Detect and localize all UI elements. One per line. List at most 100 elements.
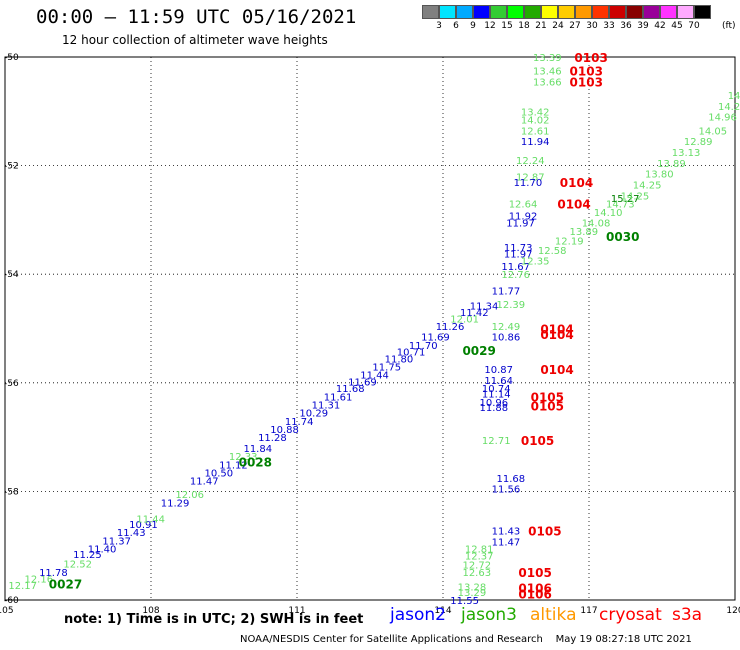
swh-value-label: 11.44 [360,371,389,382]
swh-value-label: 14.27 [718,102,740,113]
swh-value-label: 11.77 [492,286,521,297]
map-subtitle: 12 hour collection of altimeter wave hei… [62,33,328,47]
swh-value-label: 14.73 [606,200,635,211]
colorbar-label: 39 [637,21,649,31]
swh-value-label: 12.64 [509,200,538,211]
pass-label: 0104 [540,363,573,377]
swh-value-label: 11.34 [470,302,499,313]
swh-value-label: 11.29 [161,498,190,509]
swh-value-label: 11.78 [39,568,68,579]
swh-value-label: 12.35 [521,257,550,268]
swh-value-label: 10.96 [480,398,509,409]
swh-value-label: 14.02 [521,115,550,126]
legend-s3a: s3a [672,605,703,625]
pass-label: 0106 [518,582,551,596]
swh-value-label: 11.61 [324,392,353,403]
swh-value-label: 11.31 [312,401,341,412]
colorbar-swatch [439,5,456,19]
swh-value-label: 11.67 [501,262,530,273]
colorbar-swatch [422,5,439,19]
colorbar-label: 3 [436,21,442,31]
colorbar-label: 9 [470,21,476,31]
x-tick-label: 114 [434,606,451,616]
colorbar-swatch [609,5,626,19]
swh-value-label: 12.81 [465,544,494,555]
swh-value-label: 11.69 [348,378,377,389]
swh-value-label: 11.47 [190,477,219,488]
x-tick-label: 108 [142,606,159,616]
pass-label: 0104 [540,328,573,342]
footer-credit: NOAA/NESDIS Center for Satellite Applica… [240,634,692,645]
colorbar-label: 33 [603,21,615,31]
swh-value-label: 11.84 [243,444,272,455]
swh-value-label: 12.24 [516,156,545,167]
swh-value-label: 12.49 [492,322,521,333]
pass-label: 0106 [518,587,551,601]
pass-label: 0029 [462,344,495,358]
colorbar-swatch [694,5,711,19]
map-frame [4,56,736,601]
colorbar-swatch [524,5,541,19]
colorbar-swatch [541,5,558,19]
swh-value-label: 10.86 [492,333,521,344]
swh-value-label: 11.25 [73,550,102,561]
colorbar [422,5,711,19]
colorbar-swatch [575,5,592,19]
swh-value-label: 11.74 [285,417,314,428]
colorbar-label: 18 [518,21,530,31]
swh-value-label: 12.52 [63,560,92,571]
x-tick-label: 117 [580,606,597,616]
swh-value-label: 12.63 [462,568,491,579]
y-tick-label: -56 [4,379,19,389]
pass-label: 0028 [239,456,272,470]
pass-label: 0105 [521,434,554,448]
swh-value-label: 12.58 [538,246,567,257]
swh-value-label: 10.71 [397,347,426,358]
swh-value-label: 14.25 [633,181,662,192]
pass-label: 0103 [574,51,607,65]
colorbar-label: 27 [569,21,581,31]
swh-value-label: 14.96 [708,113,737,124]
swh-value-label: 11.68 [336,384,365,395]
swh-value-label: 12.17 [8,581,37,592]
swh-value-label: 10.91 [129,520,158,531]
pass-label: 0103 [570,65,603,79]
swh-value-label: 12.39 [497,300,526,311]
swh-value-label: 11.70 [409,341,438,352]
swh-value-label: 14.08 [582,219,611,230]
swh-value-label: 13.89 [570,227,599,238]
legend-jason2: jason2 [390,605,446,625]
colorbar-swatch [456,5,473,19]
colorbar-label: 24 [552,21,564,31]
swh-value-label: 11.68 [497,474,526,485]
swh-value-label: 11.75 [372,363,401,374]
swh-value-label: 11.28 [258,433,287,444]
swh-value-label: 14.10 [594,208,623,219]
pass-label: 0104 [540,323,573,337]
x-tick-label: 105 [0,606,14,616]
colorbar-label: 15 [501,21,513,31]
swh-value-label: 11.37 [102,536,131,547]
y-tick-label: -52 [4,162,19,172]
swh-value-label: 13.89 [657,159,686,170]
swh-value-label: 11.73 [504,243,533,254]
colorbar-label: 45 [671,21,683,31]
colorbar-label: 21 [535,21,547,31]
swh-value-label: 10.74 [482,384,511,395]
swh-value-label: 11.47 [492,537,521,548]
swh-value-label: 13.66 [533,77,562,88]
swh-value-label: 13.46 [533,67,562,78]
swh-value-label: 11.43 [117,528,146,539]
swh-value-label: 12.72 [462,561,491,572]
swh-value-label: 11.69 [421,333,450,344]
y-tick-label: -50 [4,53,19,63]
pass-label: 0104 [560,176,593,190]
swh-value-label: 12.19 [555,237,584,248]
pass-label: 0030 [606,230,639,244]
swh-value-label: 11.88 [480,403,509,414]
swh-value-label: 11.64 [484,376,513,387]
swh-value-label: 12.33 [229,452,258,463]
swh-value-label: 11.80 [385,354,414,365]
swh-value-label: 13.29 [458,588,487,599]
map-title: 00:00 – 11:59 UTC 05/16/2021 [36,6,357,28]
